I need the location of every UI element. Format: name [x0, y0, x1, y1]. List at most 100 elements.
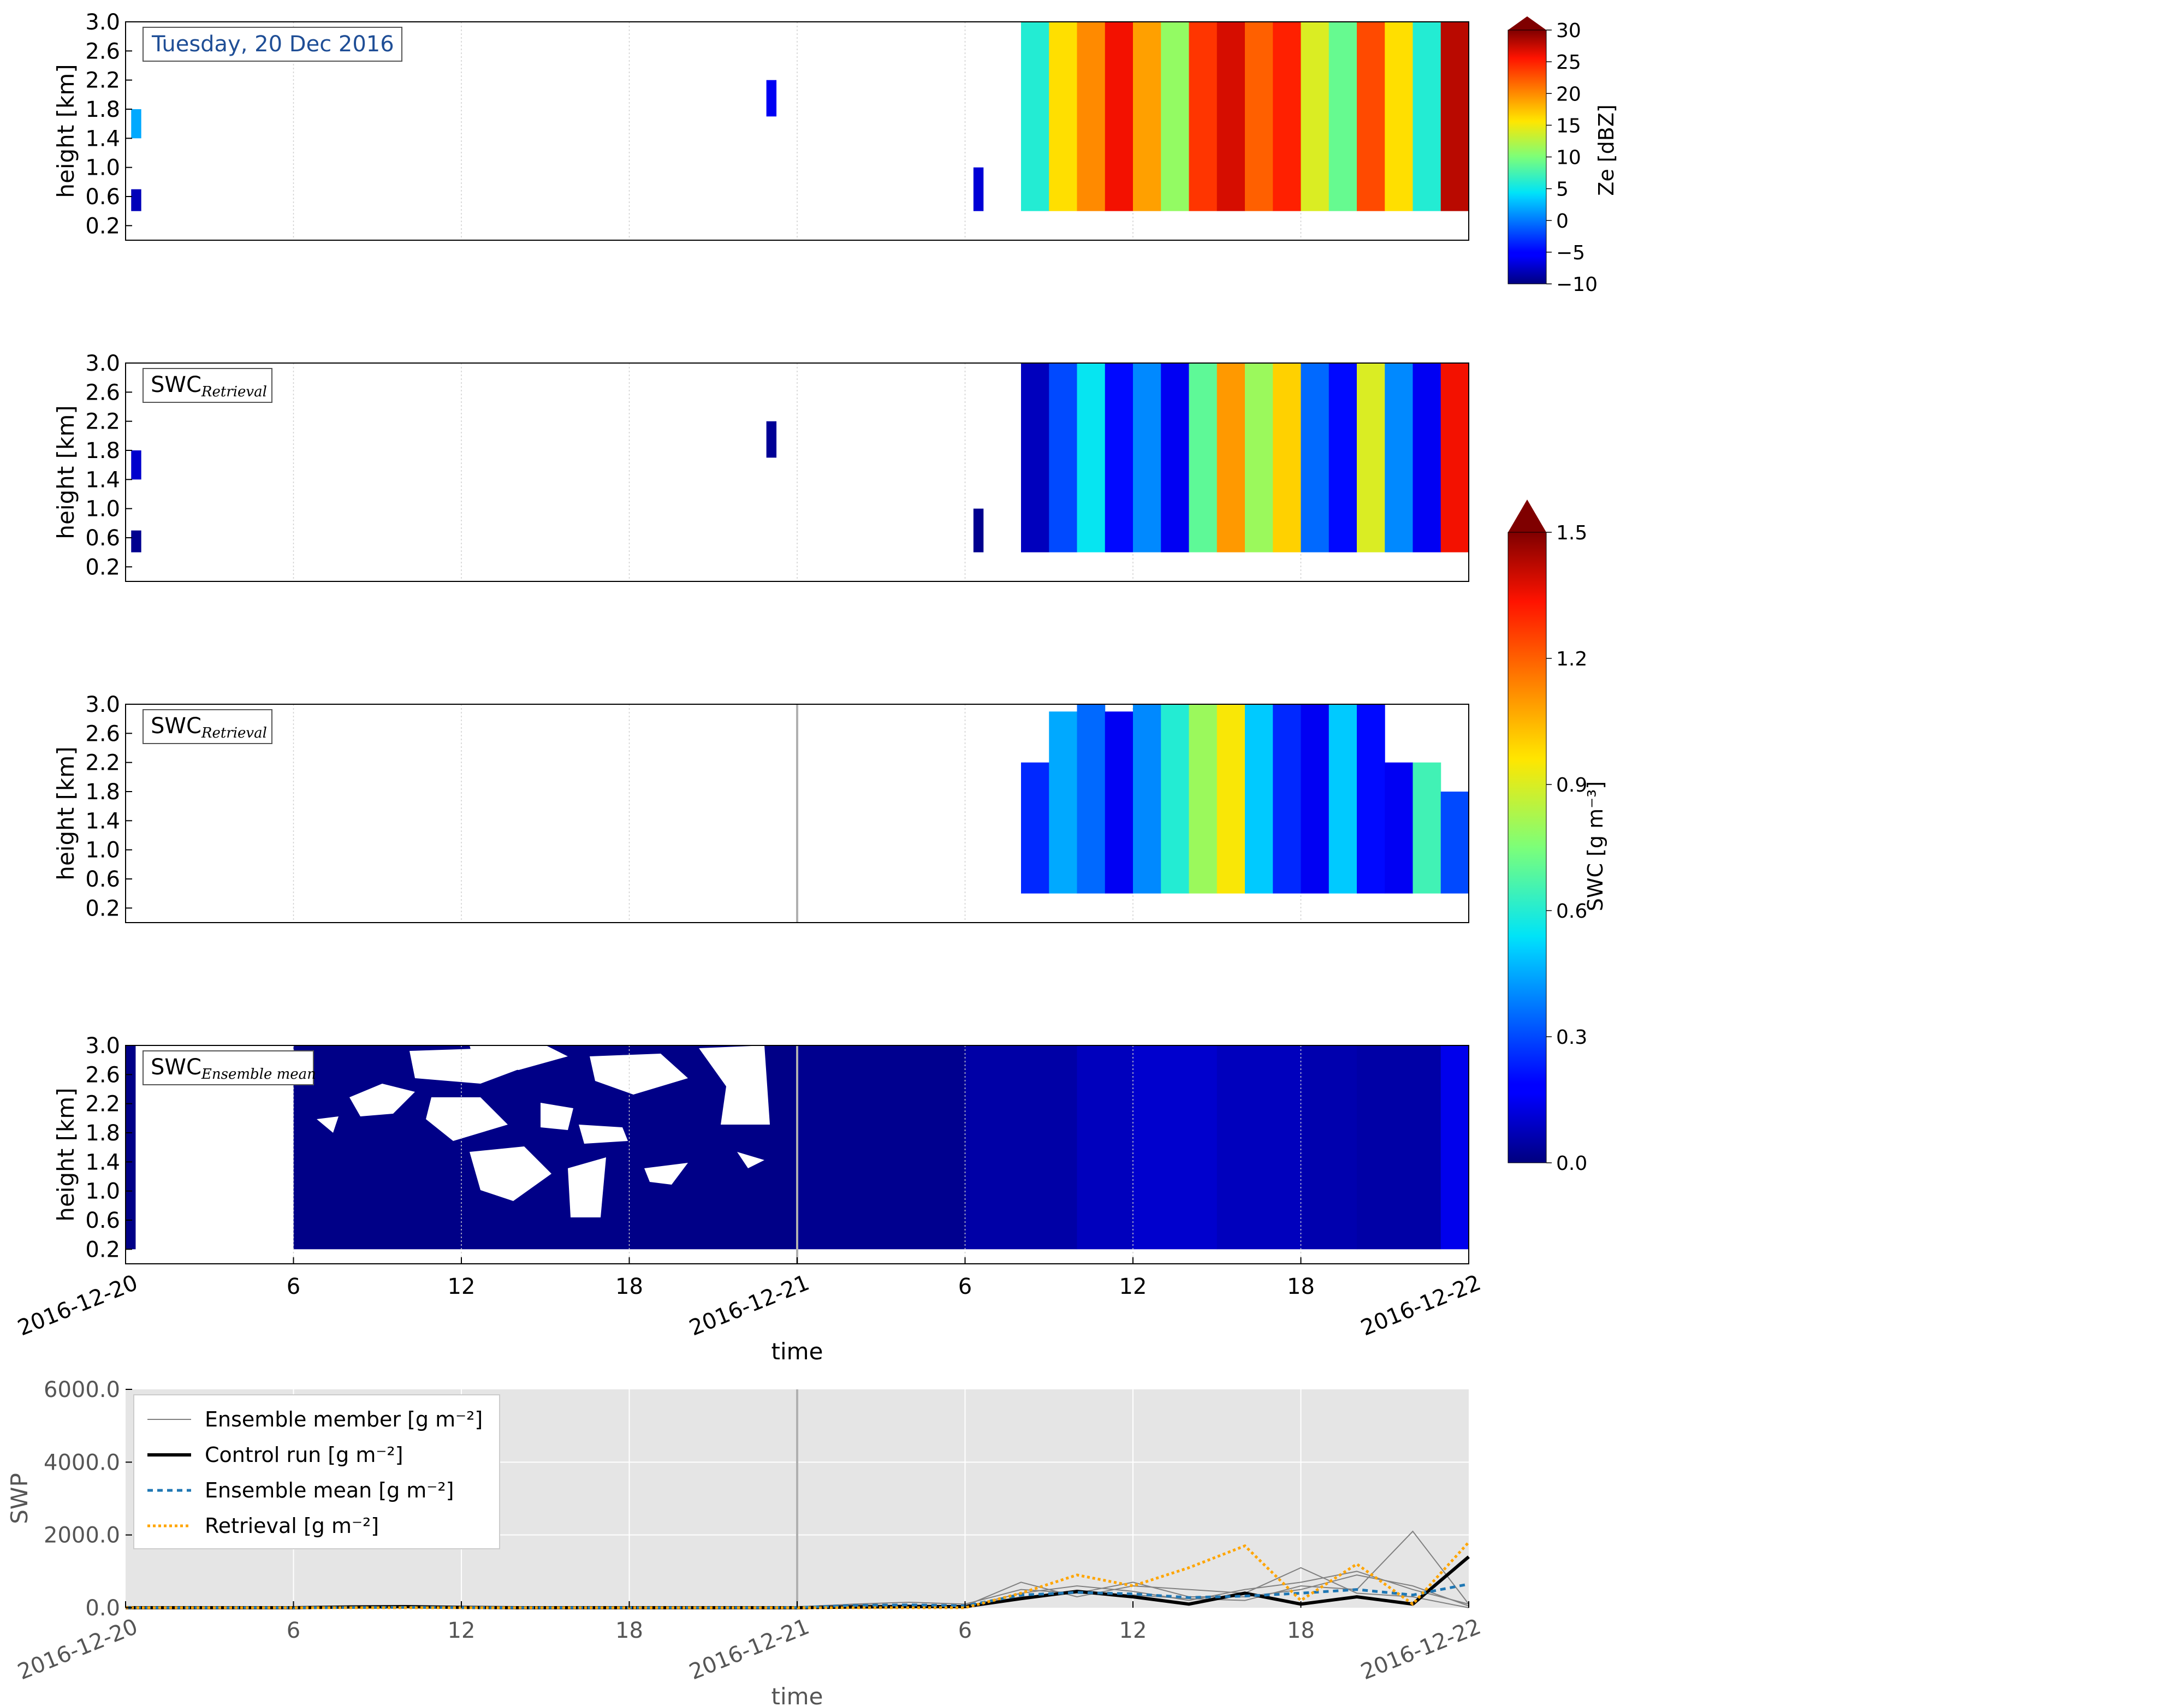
- y-tick-label: 3.0: [85, 10, 120, 35]
- heatmap-cell: [1049, 711, 1077, 894]
- ensemble-gap: [737, 1152, 764, 1168]
- legend-label-control: Control run [g m⁻²]: [205, 1443, 403, 1467]
- heatmap-cell: [1440, 1045, 1469, 1250]
- swp-x-ticks: 2016-12-20 6 12 18 2016-12-21 6 12 18 2016-12-22: [14, 1601, 1485, 1685]
- heatmap-cell: [973, 167, 984, 211]
- ze-colorbar-tick-label: 0: [1556, 210, 1569, 233]
- y-tick-label: 1.0: [85, 1179, 120, 1204]
- y-tick-label: 3.0: [85, 351, 120, 376]
- swc-ensemble-y-ticks: 0.2 0.6 1.0 1.4 1.8 2.2 2.6 3.0: [85, 1033, 132, 1262]
- swp-legend: Ensemble member [g m⁻²] Control run [g m…: [133, 1394, 500, 1549]
- heatmap-cell: [131, 530, 141, 552]
- heatmap-cell: [1245, 704, 1273, 894]
- y-tick-label: 0.6: [85, 526, 120, 551]
- y-tick-label: 1.4: [85, 126, 120, 151]
- reflectivity-date-annotation: Tuesday, 20 Dec 2016: [151, 32, 394, 57]
- heatmap-cell: [1301, 704, 1330, 894]
- y-tick-label: 0.6: [85, 185, 120, 210]
- y-tick-label: 1.0: [85, 497, 120, 522]
- ze-colorbar-ticks: 30 25 20 15 10 5 0 −5 −10: [1546, 20, 1598, 296]
- heatmap-cell: [1216, 22, 1245, 211]
- swc-control-label: SWCRetrieval: [151, 714, 267, 741]
- swc-ensemble-y-label: height [km]: [52, 1087, 79, 1221]
- reflectivity-cells: [131, 22, 1469, 211]
- swc-ensemble-label-main: SWC: [151, 1055, 201, 1080]
- heatmap-cell: [1245, 22, 1273, 211]
- heatmap-cell: [1328, 704, 1357, 894]
- x-tick-label: 18: [1287, 1274, 1315, 1299]
- y-tick-label: 2.2: [85, 751, 120, 776]
- swc-colorbar-ticks: 1.5 1.2 0.9 0.6 0.3 0.0: [1546, 522, 1587, 1175]
- x-tick-label: 2016-12-22: [1357, 1614, 1485, 1685]
- swc-retrieval-label-box: [143, 368, 272, 403]
- ze-colorbar: 30 25 20 15 10 5 0 −5 −10 Ze [dBZ]: [1508, 16, 1618, 296]
- ze-colorbar-tick-label: 30: [1556, 20, 1581, 42]
- heatmap-cell: [1133, 363, 1161, 552]
- ensemble-gap: [426, 1097, 508, 1141]
- x-tick-label: 2016-12-20: [14, 1614, 141, 1685]
- heatmap-cell: [1301, 1045, 1357, 1250]
- ensemble-gap: [699, 1045, 770, 1125]
- y-tick-label: 0.0: [85, 1596, 120, 1621]
- swc-retrieval-y-ticks: 0.2 0.6 1.0 1.4 1.8 2.2 2.6 3.0: [85, 351, 132, 580]
- heatmap-cell: [965, 1045, 1077, 1250]
- reflectivity-panel: 0.2 0.6 1.0 1.4 1.8 2.2 2.6 3.0 height [km] Tue…: [52, 10, 1469, 241]
- swc-retrieval-label-sub: Retrieval: [201, 384, 267, 400]
- heatmap-cell: [126, 1045, 136, 1250]
- heatmap-cell: [766, 80, 777, 117]
- heatmap-cell: [1021, 22, 1049, 211]
- x-tick-label: 2016-12-22: [1357, 1270, 1485, 1341]
- ze-colorbar-bar: [1508, 29, 1547, 284]
- y-tick-label: 0.2: [85, 555, 120, 580]
- swc-ensemble-label: SWCEnsemble mean: [151, 1055, 316, 1083]
- x-tick-label: 12: [448, 1618, 476, 1643]
- y-tick-label: 1.0: [85, 838, 120, 863]
- swc-ensemble-label-box: [143, 1050, 314, 1085]
- heatmap-cell: [1216, 1045, 1301, 1250]
- ze-colorbar-tick-label: −5: [1556, 242, 1585, 264]
- heatmap-cell: [1105, 711, 1133, 894]
- x-tick-label: 2016-12-21: [686, 1270, 813, 1341]
- heatmap-cell: [1133, 704, 1161, 894]
- y-tick-label: 2.2: [85, 409, 120, 435]
- ze-colorbar-label: Ze [dBZ]: [1594, 104, 1618, 195]
- swc-colorbar-tick-label: 1.5: [1556, 522, 1587, 544]
- swc-control-cells: [1021, 704, 1469, 894]
- y-tick-label: 1.8: [85, 780, 120, 805]
- heatmap-cell: [1216, 363, 1245, 552]
- y-tick-label: 2.6: [85, 1062, 120, 1087]
- y-tick-label: 0.2: [85, 213, 120, 239]
- y-tick-label: 1.4: [85, 467, 120, 492]
- y-tick-label: 2.2: [85, 68, 120, 93]
- swc-colorbar-tick-label: 0.9: [1556, 774, 1587, 796]
- y-tick-label: 1.8: [85, 97, 120, 122]
- heatmap-cell: [797, 1045, 965, 1250]
- heatmap-cell: [1077, 22, 1106, 211]
- swp-y-label: SWP: [6, 1473, 33, 1524]
- swc-control-frame: [125, 704, 1469, 923]
- heatmap-cell: [1049, 363, 1077, 552]
- x-tick-label: 18: [615, 1618, 643, 1643]
- swc-retrieval-cells: [131, 363, 1469, 552]
- ze-colorbar-tick-label: 10: [1556, 147, 1581, 169]
- swc-retrieval-label-main: SWC: [151, 372, 201, 397]
- heatmap-cell: [1077, 704, 1106, 894]
- heatmap-cell: [1021, 762, 1049, 894]
- heatmap-cell: [1189, 363, 1218, 552]
- y-tick-label: 4000.0: [44, 1450, 120, 1475]
- y-tick-label: 2000.0: [44, 1523, 120, 1548]
- y-tick-label: 1.8: [85, 438, 120, 463]
- heatmap-cell: [1161, 22, 1189, 211]
- y-tick-label: 2.2: [85, 1092, 120, 1117]
- ensemble-gap: [470, 1045, 568, 1070]
- heatmap-cell: [1301, 22, 1330, 211]
- swc-control-label-main: SWC: [151, 714, 201, 739]
- x-tick-label: 6: [287, 1618, 300, 1643]
- y-tick-label: 1.8: [85, 1121, 120, 1146]
- x-tick-label: 6: [958, 1274, 972, 1299]
- heatmap-cell: [1077, 1045, 1133, 1250]
- swc-colorbar-tick-label: 0.6: [1556, 900, 1587, 923]
- swp-y-ticks: 0.0 2000.0 4000.0 6000.0: [44, 1377, 132, 1621]
- swc-colorbar-label: SWC [g m⁻³]: [1583, 781, 1607, 911]
